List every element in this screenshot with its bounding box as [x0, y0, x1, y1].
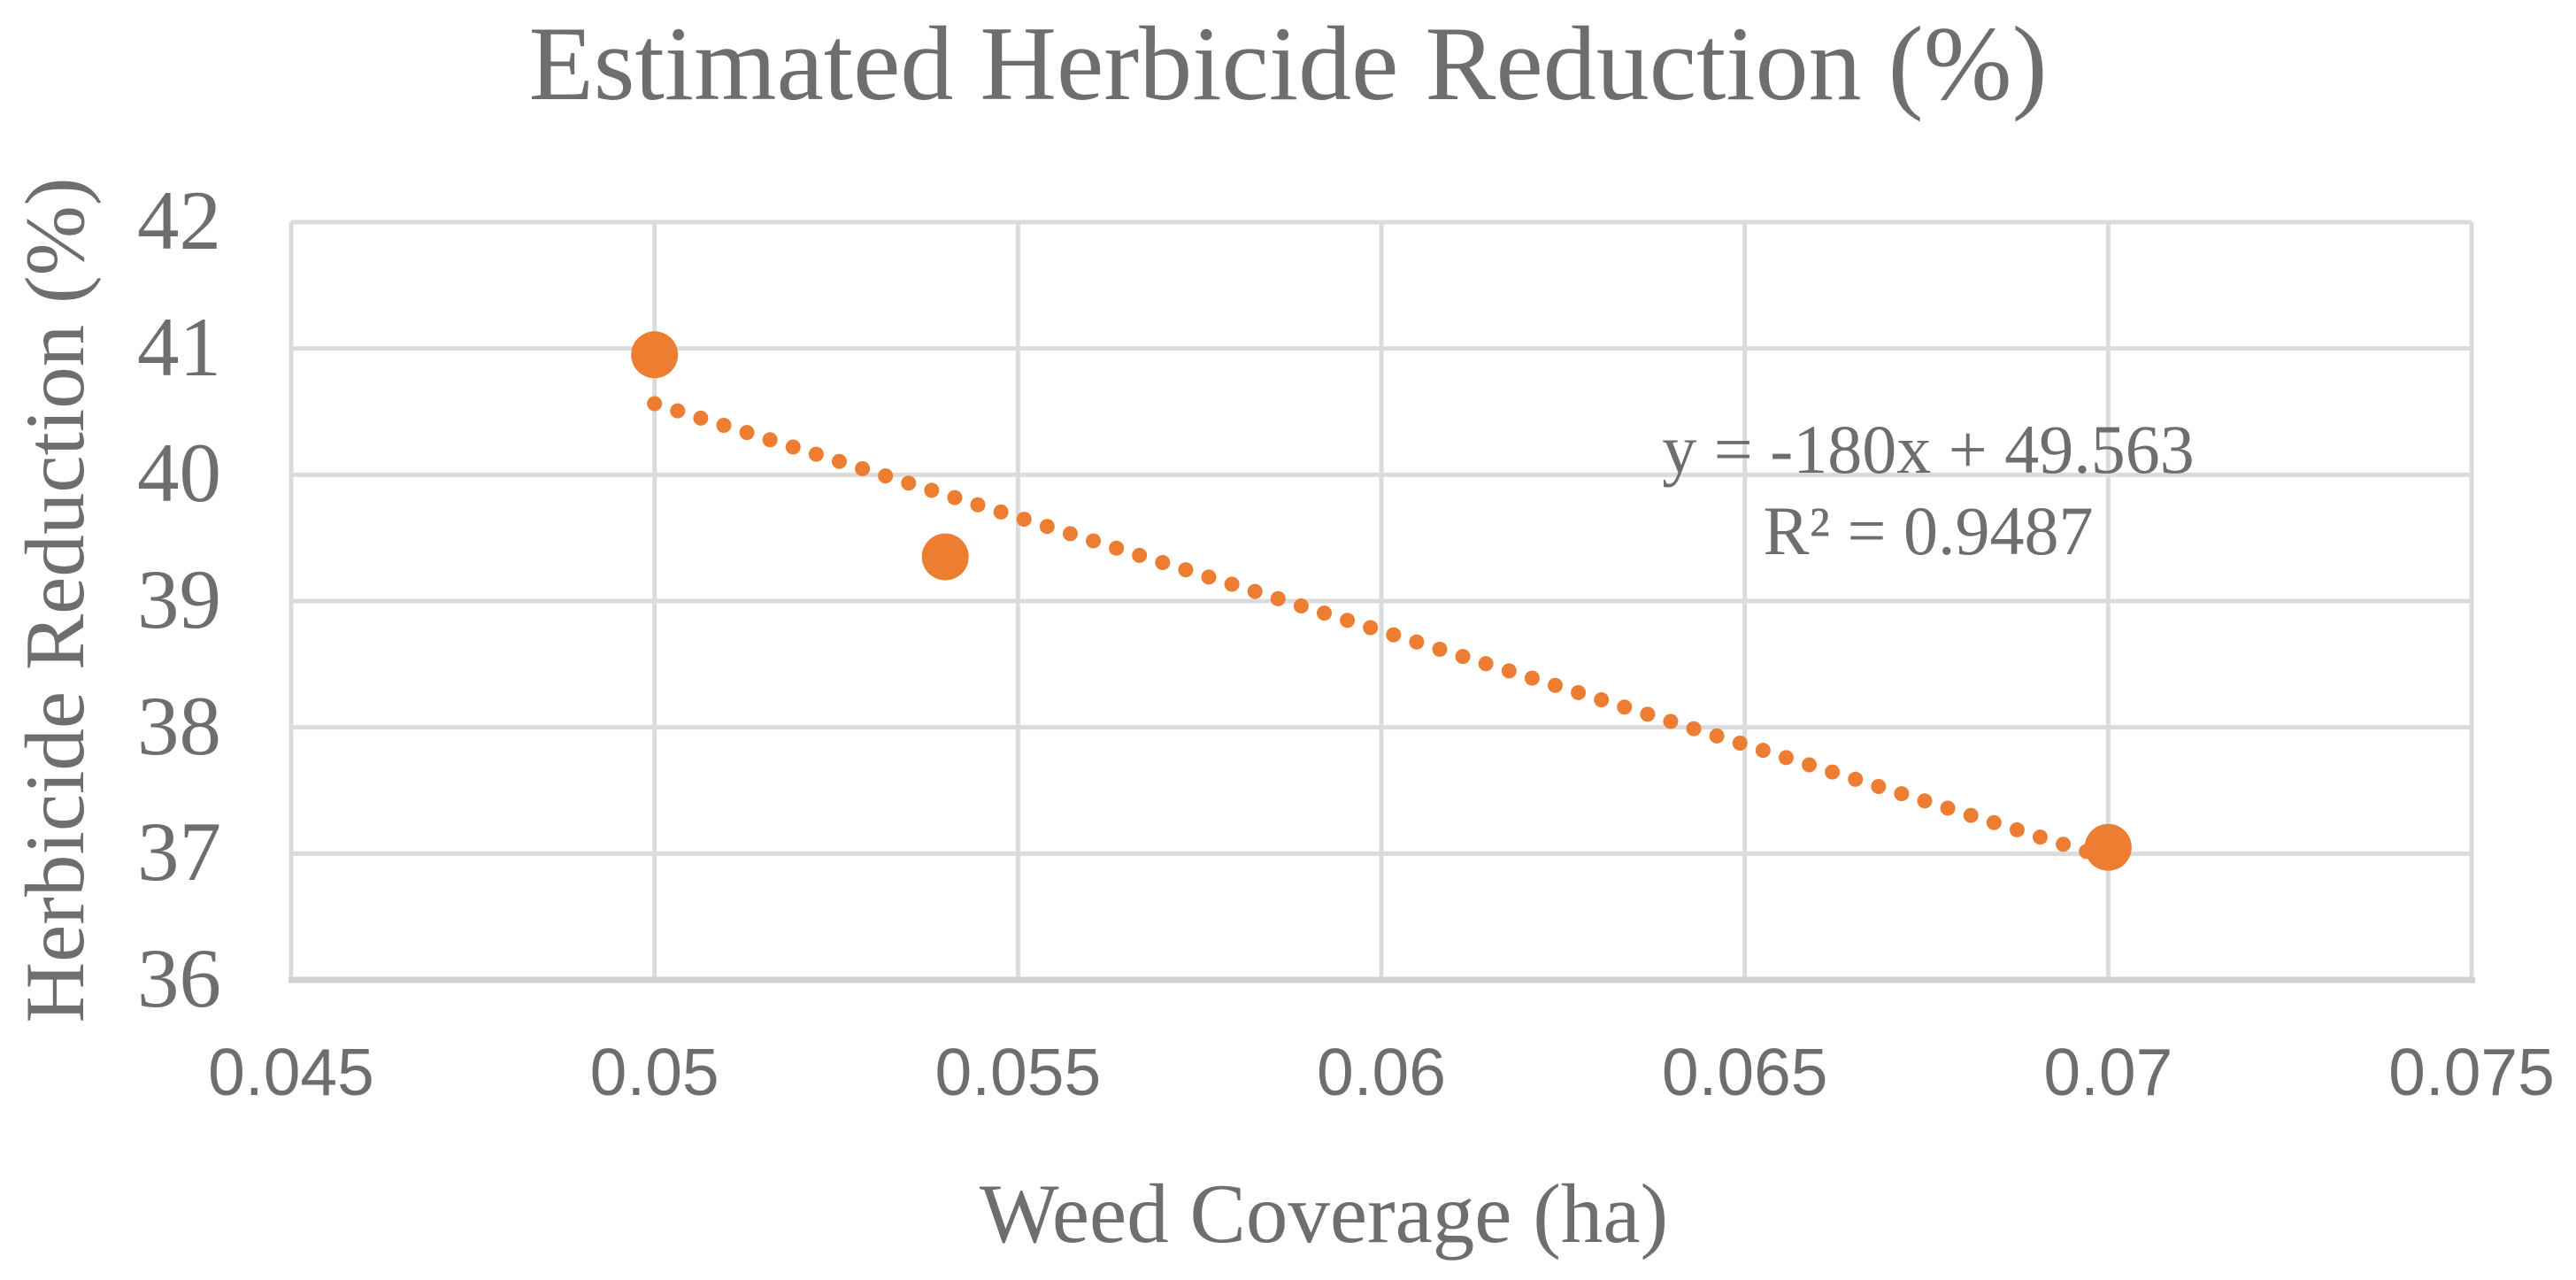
trendline-dot — [1178, 562, 1194, 578]
x-tick-label: 0.065 — [1661, 1035, 1828, 1109]
trendline-dot — [1363, 620, 1379, 636]
trendline-dot — [1386, 627, 1402, 643]
data-points — [631, 331, 2132, 871]
x-tick-label: 0.07 — [2043, 1035, 2173, 1109]
trendline-dot — [1848, 771, 1864, 787]
y-tick-label: 39 — [137, 551, 221, 646]
trendline-dot — [1571, 684, 1587, 700]
trendline-dot — [1039, 519, 1055, 535]
trendline-dot — [878, 468, 894, 484]
gridlines — [288, 220, 2474, 983]
trendline-dot — [670, 403, 686, 419]
trendline-dot — [1594, 692, 1610, 708]
trendline-dot — [1778, 750, 1794, 766]
trendline-dot — [1293, 598, 1309, 613]
trendline-dot — [1501, 663, 1517, 679]
trendline-dot — [993, 504, 1009, 520]
trendline-dot — [970, 497, 986, 513]
data-point-marker — [2084, 823, 2132, 871]
trendline — [647, 396, 2095, 860]
trendline-dot — [1086, 533, 1102, 549]
y-tick-label: 37 — [137, 805, 221, 899]
trendline-dot — [1825, 764, 1841, 780]
trendline-dot — [1709, 728, 1725, 744]
trendline-dot — [1547, 677, 1563, 693]
trendline-dot — [947, 490, 963, 505]
x-tick-label: 0.05 — [589, 1035, 719, 1109]
trendline-dot — [1132, 547, 1148, 563]
chart-title: Estimated Herbicide Reduction (%) — [528, 4, 2048, 122]
trendline-equation: y = -180x + 49.563 — [1662, 411, 2195, 488]
trendline-dot — [1247, 583, 1263, 599]
trendline-dot — [1155, 555, 1171, 571]
y-tick-label: 42 — [137, 173, 221, 267]
trendline-dot — [1940, 800, 1956, 816]
trendline-dot — [1409, 634, 1425, 650]
trendline-dot — [1109, 540, 1125, 556]
trendline-dot — [1640, 706, 1656, 722]
trendline-dot — [2009, 821, 2025, 837]
trendline-dot — [1432, 641, 1448, 657]
trendline-dot — [716, 417, 732, 433]
trendline-label: y = -180x + 49.563 R² = 0.9487 — [1662, 409, 2194, 572]
trendline-dot — [1270, 590, 1286, 606]
trendline-dot — [2032, 829, 2048, 845]
trendline-dot — [855, 460, 871, 476]
trendline-dot — [1455, 649, 1471, 665]
trendline-dot — [739, 425, 755, 441]
trendline-dot — [1316, 605, 1332, 621]
trendline-dot — [1224, 576, 1240, 592]
trendline-dot — [924, 482, 940, 498]
trendline-dot — [1617, 699, 1633, 715]
trendline-dot — [1802, 757, 1818, 773]
trendline-dot — [1871, 778, 1887, 794]
trendline-dot — [1686, 721, 1702, 736]
x-tick-label: 0.045 — [208, 1035, 374, 1109]
trendline-dot — [762, 432, 778, 448]
trendline-dot — [1016, 512, 1032, 528]
y-tick-label: 40 — [137, 426, 221, 520]
y-tick-label: 36 — [137, 930, 221, 1025]
trendline-dot — [1340, 613, 1356, 628]
x-axis-title: Weed Coverage (ha) — [979, 1167, 1669, 1261]
trendline-dot — [647, 396, 663, 412]
trendline-dot — [1963, 807, 1979, 823]
trendline-dot — [785, 439, 801, 455]
y-tick-label: 38 — [137, 678, 221, 773]
y-tick-label: 41 — [137, 299, 221, 394]
trendline-dot — [2056, 837, 2072, 852]
trendline-r-squared: R² = 0.9487 — [1763, 492, 2094, 569]
trendline-dot — [1917, 793, 1933, 809]
trendline-dot — [901, 475, 917, 491]
data-point-marker — [921, 533, 969, 581]
trendline-dot — [1663, 713, 1679, 729]
trendline-dot — [1755, 743, 1771, 759]
data-point-marker — [631, 331, 679, 379]
trendline-dot — [831, 453, 847, 469]
trendline-dot — [1062, 526, 1078, 542]
x-tick-label: 0.055 — [934, 1035, 1102, 1109]
trendline-dot — [808, 446, 824, 462]
trendline-dot — [1478, 656, 1494, 672]
trendline-dot — [1201, 569, 1217, 585]
x-tick-label: 0.075 — [2388, 1035, 2555, 1109]
trendline-dot — [1986, 814, 2002, 830]
trendline-dot — [1894, 786, 1910, 802]
trendline-dot — [693, 410, 709, 426]
trendline-dot — [1732, 736, 1748, 752]
x-tick-label: 0.06 — [1317, 1035, 1446, 1109]
trendline-dot — [1524, 670, 1540, 686]
